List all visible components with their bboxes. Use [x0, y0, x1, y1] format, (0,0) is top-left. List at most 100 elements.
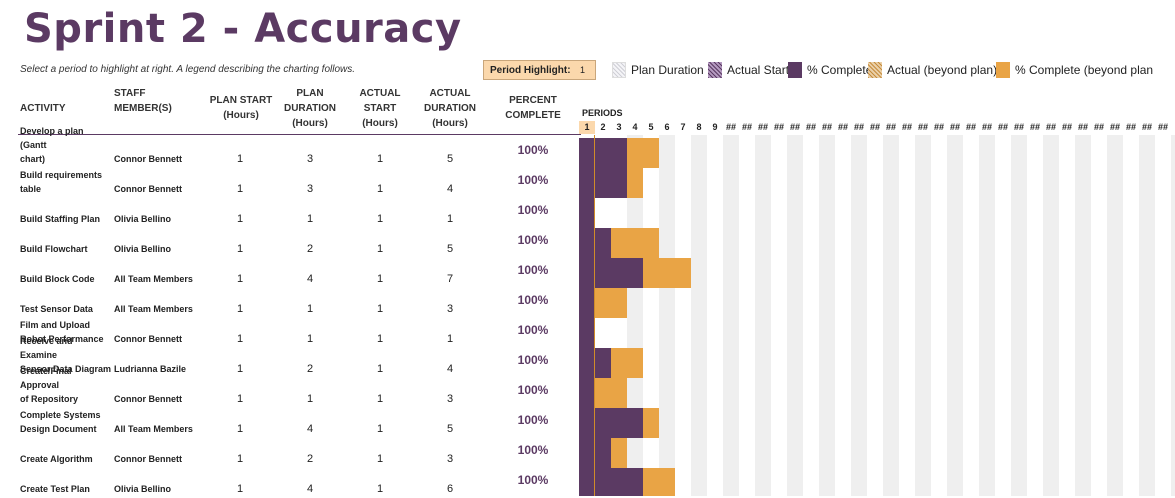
plan-start-cell: 1 [236, 303, 244, 315]
period-number: ## [805, 122, 816, 132]
actual-dur-cell: 5 [446, 423, 454, 435]
table-row[interactable]: Complete Systems Design Document All Team … [18, 408, 578, 438]
staff-cell: Olivia Bellino [114, 484, 172, 494]
period-highlight-control[interactable]: Period Highlight: 1 [483, 60, 596, 80]
percent-complete-beyond-bar [627, 168, 643, 198]
period-number: ## [837, 122, 848, 132]
period-number: ## [1029, 122, 1040, 132]
activity-cell: Build Block Code [20, 272, 112, 286]
header-percent-line1: PERCENT [509, 95, 557, 106]
period-column [627, 135, 643, 496]
plan-start-cell: 1 [236, 483, 244, 495]
actual-start-cell: 1 [376, 363, 384, 375]
period-column [675, 135, 691, 496]
actual-dur-cell: 5 [446, 153, 454, 165]
table-row[interactable]: Develop a plan (Gantt chart) Connor Bennet… [18, 126, 578, 168]
header-divider [18, 134, 581, 135]
period-column [1059, 135, 1075, 496]
period-number: 9 [712, 122, 718, 132]
period-column [707, 135, 723, 496]
table-row[interactable]: Create Algorithm Connor Bennett 1 2 1 3 100% [18, 438, 578, 468]
plan-start-cell: 1 [236, 153, 244, 165]
actual-dur-cell: 6 [446, 483, 454, 495]
table-row[interactable]: Create Test Plan Olivia Bellino 1 4 1 6 100% [18, 468, 578, 498]
plan-duration-swatch-icon [612, 62, 626, 78]
activity-cell: Build Flowchart [20, 242, 112, 256]
period-column [819, 135, 835, 496]
actual-dur-cell: 3 [446, 303, 454, 315]
activity-cell: Create Algorithm [20, 452, 112, 466]
activity-cell: Film and Upload Robot Performance [20, 318, 112, 346]
percent-complete-bar [579, 378, 595, 408]
activity-line1: Create/Final Approval [20, 366, 72, 390]
plan-dur-cell: 2 [306, 453, 314, 465]
actual-dur-cell: 5 [446, 243, 454, 255]
table-row[interactable]: Build Flowchart Olivia Bellino 1 2 1 5 100% [18, 228, 578, 258]
period-number: ## [789, 122, 800, 132]
period-column [931, 135, 947, 496]
period-column [867, 135, 883, 496]
table-row[interactable]: Test Sensor Data All Team Members 1 1 1 3 100% [18, 288, 578, 318]
activity-cell: Complete Systems Design Document [20, 408, 112, 436]
gantt-chart [579, 135, 1175, 496]
period-column [1123, 135, 1139, 496]
table-row[interactable]: Build requirements table Connor Bennett 1 3 1… [18, 168, 578, 198]
header-periods: PERIODS [582, 108, 623, 118]
staff-cell: All Team Members [114, 424, 193, 434]
header-actual-duration-line2: DURATION [423, 103, 477, 114]
activity-cell: Receive and Examine Sensor Data Diagram [20, 334, 112, 376]
percent-complete-beyond-bar [595, 378, 627, 408]
percent-complete-beyond-bar [643, 408, 659, 438]
period-highlight-value[interactable]: 1 [578, 65, 586, 75]
activity-line2: Build Staffing Plan [20, 214, 100, 224]
percent-complete-cell: 100% [517, 383, 549, 397]
table-row[interactable]: Build Staffing Plan Olivia Bellino 1 1 1 1 100… [18, 198, 578, 228]
header-staff: STAFF MEMBER(S) [114, 86, 172, 116]
staff-cell: Connor Bennett [114, 184, 182, 194]
activity-line2: Build Block Code [20, 274, 95, 284]
percent-complete-beyond-bar [643, 258, 691, 288]
plan-start-cell: 1 [236, 183, 244, 195]
period-column [1171, 135, 1175, 496]
legend-percent-complete: % Complete [788, 61, 872, 79]
period-number: ## [757, 122, 768, 132]
percent-complete-bar [579, 228, 611, 258]
sheet-subtitle: Select a period to highlight at right. A… [20, 64, 356, 75]
activity-line2: chart) [20, 154, 46, 164]
plan-start-cell: 1 [236, 453, 244, 465]
staff-cell: All Team Members [114, 274, 193, 284]
period-number: ## [1077, 122, 1088, 132]
period-column [1043, 135, 1059, 496]
plan-dur-cell: 1 [306, 333, 314, 345]
activity-cell: Build Staffing Plan [20, 212, 112, 226]
header-actual-duration: ACTUAL DURATION (Hours) [415, 86, 485, 131]
actual-start-cell: 1 [376, 183, 384, 195]
actual-dur-cell: 7 [446, 273, 454, 285]
header-staff-line1: STAFF [114, 88, 146, 99]
actual-start-cell: 1 [376, 243, 384, 255]
activity-cell: Create/Final Approval of Repository [20, 364, 112, 406]
staff-cell: All Team Members [114, 304, 193, 314]
header-plan-duration-line3: (Hours) [292, 118, 328, 129]
period-number: 3 [616, 122, 622, 132]
period-number: ## [965, 122, 976, 132]
percent-complete-cell: 100% [517, 473, 549, 487]
period-number: ## [1061, 122, 1072, 132]
table-row[interactable]: Build Block Code All Team Members 1 4 1 7 100% [18, 258, 578, 288]
period-number: ## [725, 122, 736, 132]
table-row[interactable]: Film and Upload Robot Performance Connor B… [18, 318, 578, 348]
percent-complete-beyond-bar [611, 228, 659, 258]
percent-complete-swatch-icon [788, 62, 802, 78]
table-row[interactable]: Receive and Examine Sensor Data Diagram Lu… [18, 336, 578, 378]
header-plan-duration-line2: DURATION [283, 103, 337, 114]
period-number: ## [933, 122, 944, 132]
actual-dur-cell: 1 [446, 333, 454, 345]
period-column [963, 135, 979, 496]
period-number: ## [1013, 122, 1024, 132]
activity-line1: Complete Systems [20, 410, 101, 420]
table-row[interactable]: Create/Final Approval of Repository Connor… [18, 366, 578, 408]
period-column [835, 135, 851, 496]
period-column [947, 135, 963, 496]
period-number: ## [901, 122, 912, 132]
percent-complete-cell: 100% [517, 293, 549, 307]
